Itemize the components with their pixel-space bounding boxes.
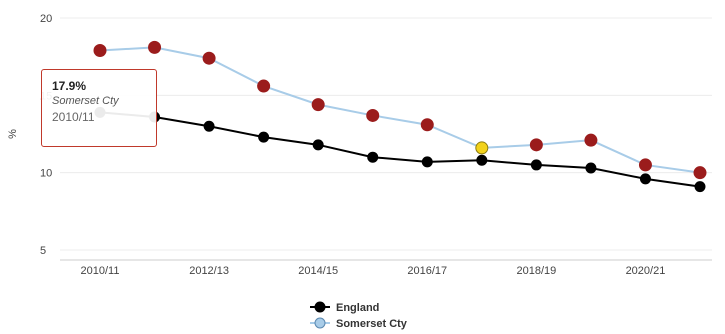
data-point[interactable] — [421, 156, 433, 168]
data-point[interactable] — [475, 141, 489, 155]
legend-label[interactable]: Somerset Cty — [336, 318, 408, 330]
series-lines — [99, 46, 701, 188]
y-tick-label: 10 — [40, 168, 52, 180]
data-point[interactable] — [148, 40, 162, 54]
data-point[interactable] — [367, 151, 379, 163]
y-axis-label: % — [7, 129, 19, 139]
x-tick-label: 2016/17 — [407, 265, 447, 277]
data-point[interactable] — [638, 158, 652, 172]
axes: 5101520%2010/112012/132014/152016/172018… — [7, 13, 712, 277]
data-point[interactable] — [203, 120, 215, 132]
legend-label[interactable]: England — [336, 302, 379, 314]
data-point[interactable] — [311, 98, 325, 112]
data-point[interactable] — [420, 118, 434, 132]
data-point[interactable] — [202, 51, 216, 65]
data-point[interactable] — [258, 131, 270, 143]
x-tick-label: 2020/21 — [626, 265, 666, 277]
x-tick-label: 2014/15 — [298, 265, 338, 277]
data-point[interactable] — [257, 79, 271, 93]
y-tick-label: 5 — [40, 245, 46, 257]
tooltip-value: 17.9% — [52, 79, 87, 93]
series-line-0 — [99, 111, 701, 188]
y-tick-label: 20 — [40, 13, 52, 25]
legend: England Somerset Cty — [310, 301, 408, 330]
data-point[interactable] — [476, 154, 488, 166]
data-point[interactable] — [366, 108, 380, 122]
x-tick-label: 2018/19 — [516, 265, 556, 277]
x-tick-label: 2010/11 — [81, 265, 120, 277]
data-point[interactable] — [530, 159, 542, 171]
gridlines — [60, 17, 712, 251]
tooltip: 17.9% Somerset Cty 2010/11 — [41, 69, 157, 147]
series-line-1 — [99, 46, 701, 174]
data-point[interactable] — [693, 166, 707, 180]
legend-marker — [314, 317, 326, 329]
data-point[interactable] — [93, 43, 107, 57]
tooltip-category: 2010/11 — [52, 110, 95, 124]
data-point[interactable] — [639, 173, 651, 185]
legend-marker — [314, 301, 326, 313]
data-points — [93, 40, 707, 193]
data-point[interactable] — [584, 133, 598, 147]
data-point[interactable] — [694, 181, 706, 193]
data-point[interactable] — [585, 162, 597, 174]
data-point[interactable] — [529, 138, 543, 152]
x-tick-label: 2012/13 — [189, 265, 229, 277]
tooltip-series: Somerset Cty — [52, 95, 119, 107]
data-point[interactable] — [312, 139, 324, 151]
